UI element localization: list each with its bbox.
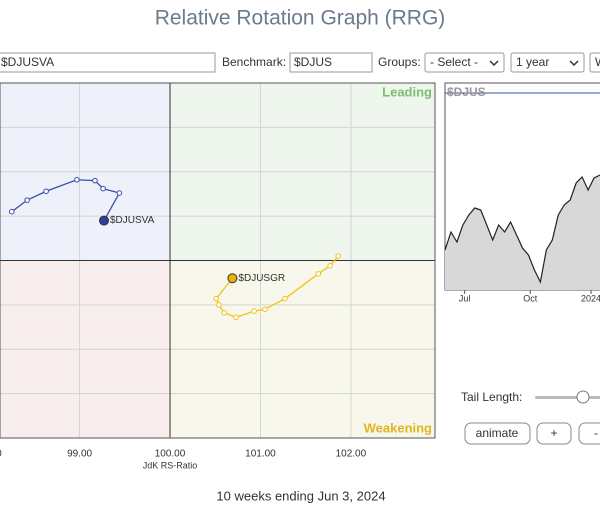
tail-point	[213, 295, 219, 302]
plus-text: +	[550, 426, 557, 440]
x-tick-label: 2024	[581, 293, 600, 303]
x-axis-label: JdK RS-Ratio	[143, 460, 198, 470]
price-line	[444, 174, 600, 284]
tail-point	[335, 253, 342, 259]
animate-text: animate	[476, 426, 519, 440]
symbol-input[interactable]	[0, 52, 216, 73]
benchmark-input[interactable]	[289, 52, 373, 73]
tail-point	[282, 295, 288, 302]
tail-head	[227, 273, 238, 284]
animate-button[interactable]	[464, 422, 531, 445]
frequency-select[interactable]	[589, 52, 600, 73]
benchmark-label: Benchmark:	[222, 55, 286, 69]
benchmark-value: $DJUS	[294, 55, 332, 69]
x-tick-label: 101.00	[245, 449, 276, 460]
series-label: $DJUSVA	[110, 215, 155, 226]
groups-select[interactable]	[424, 52, 505, 73]
plus-button[interactable]	[536, 422, 572, 445]
slider-knob[interactable]	[576, 390, 590, 404]
tail-point	[327, 263, 333, 269]
period-select[interactable]	[510, 52, 585, 73]
price-title: $DJUS	[447, 85, 486, 99]
tail-point	[116, 190, 123, 196]
tail-line	[11, 179, 121, 221]
tail-point	[92, 177, 98, 184]
tail-point	[216, 302, 222, 308]
groups-label: Groups:	[378, 55, 421, 69]
dropdown-arrow	[489, 60, 499, 67]
series-label: $DJUSGR	[238, 273, 285, 284]
tail-point	[74, 176, 80, 183]
footer-caption: 10 weeks ending Jun 3, 2024	[216, 488, 385, 503]
minus-text: -	[594, 426, 598, 440]
tail-point	[315, 271, 322, 277]
quadrant-label: Leading	[382, 84, 432, 99]
tail-label: Tail Length:	[461, 390, 522, 404]
tail-point	[262, 306, 268, 313]
quadrant-label: Weakening	[364, 420, 432, 435]
tail-point	[221, 310, 228, 316]
x-tick-label: 102.00	[336, 449, 367, 460]
dropdown-arrow	[569, 60, 579, 67]
price-chart: $DJUS Jul Oct 2024	[444, 82, 600, 303]
symbol-value: $DJUSVA	[1, 55, 54, 69]
tail-point	[43, 188, 49, 195]
minus-button[interactable]	[578, 422, 600, 445]
frequency-value: W	[595, 55, 600, 69]
price-area	[445, 175, 600, 290]
x-tick-label: 99.00	[67, 449, 92, 460]
tail-point	[233, 314, 239, 321]
x-tick-label: 100.00	[155, 449, 186, 460]
x-tick-label: 98.00	[0, 449, 2, 460]
plot-border	[0, 82, 436, 439]
tail-head	[99, 215, 110, 226]
tail-point	[100, 185, 106, 192]
tail-point	[24, 197, 30, 203]
rrg-chart: 98.00 99.00 100.00 101.00 102.00 Leading Weake…	[0, 82, 436, 470]
period-value: 1 year	[516, 55, 549, 69]
x-tick-label: Oct	[523, 293, 538, 303]
tail-point	[8, 208, 15, 215]
tail-point	[251, 308, 257, 314]
slider-track	[535, 396, 600, 399]
page-title: Relative Rotation Graph (RRG)	[155, 7, 446, 30]
x-tick-label: Jul	[459, 293, 471, 303]
groups-value: - Select -	[430, 55, 478, 69]
